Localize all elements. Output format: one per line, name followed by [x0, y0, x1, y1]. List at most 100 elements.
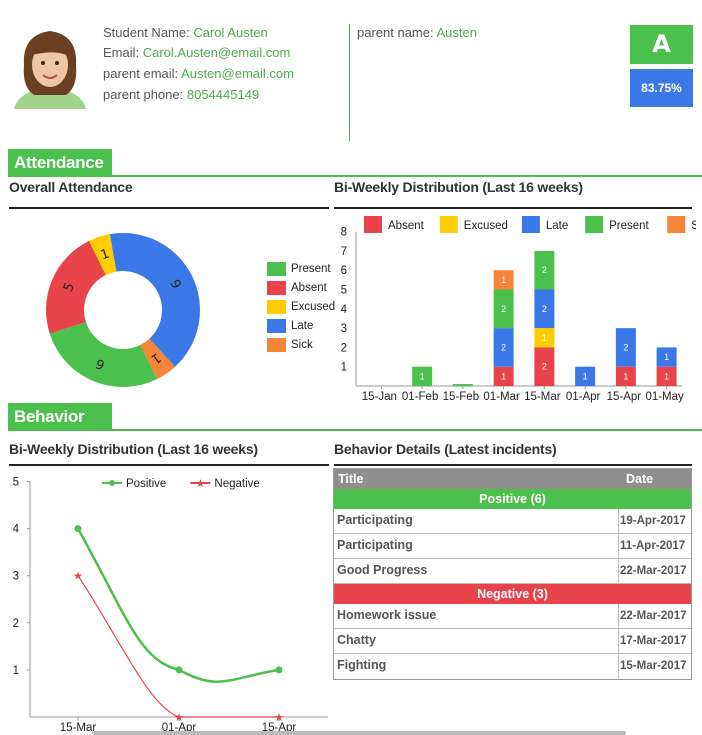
bar-data-label: 2 [623, 342, 628, 352]
bar-legend-swatch-excused[interactable] [439, 216, 458, 233]
bar-segment-present[interactable] [412, 366, 433, 386]
donut-slice-late[interactable] [109, 233, 200, 367]
row-divider [618, 534, 619, 558]
student-email[interactable]: Carol.Austen@email.com [142, 45, 291, 60]
positive-group-header[interactable]: Positive (6) [334, 489, 691, 509]
bar-segment-late[interactable] [534, 289, 555, 329]
parent-email-line: parent email: Austen@email.com [103, 66, 294, 81]
bar-segment-late[interactable] [493, 328, 514, 367]
line-y-tick-label: 1 [13, 665, 19, 677]
bar-segment-absent[interactable] [493, 366, 514, 386]
line-point-negative[interactable]: ★ [274, 712, 284, 724]
bar-data-label: 1 [623, 371, 628, 381]
attendance-biweekly-title: Bi-Weekly Distribution (Last 16 weeks) [334, 179, 583, 195]
line-point-negative[interactable]: ★ [174, 712, 184, 724]
bar-x-tick-label: 01-Apr [566, 391, 601, 403]
line-point-negative[interactable]: ★ [73, 571, 83, 583]
row-title: Fighting [337, 658, 387, 672]
row-date: 15-Mar-2017 [620, 660, 687, 672]
legend-present[interactable]: Present [267, 262, 331, 276]
table-row[interactable]: Good Progress 22-Mar-2017 [334, 559, 691, 584]
row-title: Good Progress [337, 563, 428, 577]
behavior-details-table: Title Date Positive (6) Participating 19-… [333, 468, 692, 680]
row-title: Homework issue [337, 608, 437, 622]
bar-segment-absent[interactable] [534, 347, 555, 386]
table-row[interactable]: Participating 19-Apr-2017 [334, 509, 691, 534]
bar-data-label: 1 [420, 371, 425, 381]
legend-absent[interactable]: Absent [267, 281, 327, 295]
student-name-line: Student Name: Carol Austen [103, 25, 268, 40]
line-legend-label-negative: Negative [214, 478, 259, 490]
donut-slice-sick[interactable] [140, 338, 176, 380]
bar-segment-present[interactable] [452, 384, 473, 386]
bar-legend-label-present: Present [609, 220, 649, 232]
row-title: Participating [337, 513, 413, 527]
line-series-positive[interactable] [76, 527, 280, 683]
bar-x-tick-label: 01-Feb [402, 391, 438, 403]
line-series-negative[interactable] [77, 575, 279, 718]
bar-data-label: 1 [583, 371, 588, 381]
bar-segment-late[interactable] [575, 366, 596, 386]
bar-x-tick-label: 15-Feb [443, 391, 479, 403]
horizontal-scrollbar[interactable] [92, 731, 626, 735]
table-row[interactable]: Participating 11-Apr-2017 [334, 534, 691, 559]
negative-group-header[interactable]: Negative (3) [334, 584, 691, 604]
behavior-biweekly-title: Bi-Weekly Distribution (Last 16 weeks) [9, 441, 258, 457]
bar-segment-late[interactable] [615, 328, 636, 367]
bar-data-label: 1 [542, 333, 547, 343]
line-legend-marker: ★ [195, 478, 205, 490]
parent-email-label: parent email: [103, 66, 182, 81]
parent-name: Austen [436, 25, 477, 40]
column-header-date[interactable]: Date [626, 472, 654, 486]
bar-segment-present[interactable] [534, 250, 555, 290]
parent-phone[interactable]: 8054445149 [186, 87, 260, 102]
table-row[interactable]: Fighting 15-Mar-2017 [334, 654, 691, 679]
legend-excused[interactable]: Excused [267, 300, 335, 314]
donut-slice-excused[interactable] [89, 234, 117, 276]
overall-attendance-underline [9, 207, 329, 209]
student-name: Carol Austen [193, 25, 268, 40]
legend-excused-label: Excused [291, 301, 336, 314]
row-date: 22-Mar-2017 [620, 565, 687, 577]
donut-slice-present[interactable] [49, 322, 157, 387]
line-y-tick-label: 2 [13, 618, 19, 630]
bar-data-label: 2 [542, 304, 547, 314]
bar-segment-excused[interactable] [534, 328, 555, 348]
table-row[interactable]: Homework issue 22-Mar-2017 [334, 604, 691, 629]
parent-email[interactable]: Austen@email.com [181, 66, 294, 81]
column-header-title[interactable]: Title [338, 472, 364, 486]
bar-segment-absent[interactable] [615, 366, 636, 386]
bar-legend-swatch-absent[interactable] [364, 216, 382, 233]
bar-segment-absent[interactable] [656, 366, 677, 386]
legend-late[interactable]: Late [267, 319, 313, 333]
behavior-section-line [8, 429, 702, 431]
bar-data-label: 1 [501, 371, 506, 381]
row-divider [618, 654, 619, 679]
legend-excused-swatch [267, 300, 286, 314]
bar-data-label: 1 [501, 275, 506, 285]
legend-sick[interactable]: Sick [267, 338, 313, 352]
bar-legend-swatch-sick[interactable] [667, 216, 686, 233]
line-point-positive[interactable] [175, 666, 183, 674]
bar-segment-present[interactable] [493, 289, 514, 329]
attendance-stacked-bar-chart: Absent Excused Late Present Sick 1 2 3 4 5 6 7 8 15-J… [341, 216, 696, 403]
bar-data-label: 2 [542, 265, 547, 275]
table-row[interactable]: Chatty 17-Mar-2017 [334, 629, 691, 654]
legend-present-swatch [267, 262, 286, 276]
bar-legend-swatch-present[interactable] [585, 216, 604, 233]
bar-segment-late[interactable] [656, 347, 677, 367]
donut-slice-absent[interactable] [45, 240, 106, 334]
attendance-section-line [8, 175, 702, 177]
bar-x-tick-label: 01-Mar [483, 391, 520, 403]
bar-legend-swatch-late[interactable] [521, 216, 540, 233]
line-point-positive[interactable] [74, 525, 82, 533]
bar-y-tick-label: 2 [341, 342, 347, 354]
row-date: 11-Apr-2017 [620, 540, 686, 552]
bar-data-label: 1 [664, 371, 669, 381]
bar-x-tick-label: 15-Apr [607, 391, 642, 403]
line-point-positive[interactable] [275, 666, 283, 674]
line-y-tick-label: 4 [13, 524, 20, 536]
bar-segment-sick[interactable] [493, 270, 514, 290]
